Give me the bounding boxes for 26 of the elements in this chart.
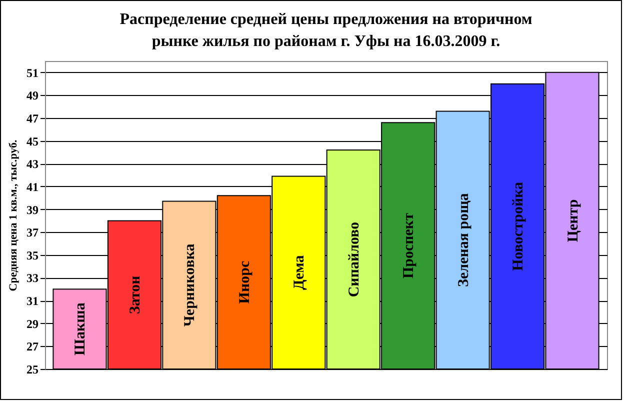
y-tick-label: 49 xyxy=(26,88,38,103)
chart-title: Распределение средней цены предложения на вторичном рынке жилья по районам г. Уфы на 16.03.2009 г. xyxy=(120,11,532,50)
y-tick-label: 35 xyxy=(26,248,38,262)
y-tick-label: 33 xyxy=(26,271,38,286)
x-tick-label: Зеленая роща xyxy=(456,192,472,287)
x-tick-label: Инорс xyxy=(236,260,253,304)
y-tick-label: 47 xyxy=(26,112,38,126)
y-tick-label: 25 xyxy=(26,362,38,376)
x-tick-label: Затон xyxy=(127,275,144,314)
y-tick-label: 37 xyxy=(26,226,38,240)
x-tick-label: Дема xyxy=(292,254,308,290)
y-tick-label: 41 xyxy=(26,180,38,194)
y-tick-label: 43 xyxy=(26,157,38,172)
x-tick-label: Шакша xyxy=(72,302,89,356)
x-tick-label: Сипайлово xyxy=(346,222,362,298)
x-tick-label: Центр xyxy=(565,199,582,242)
y-tick-label: 45 xyxy=(26,134,38,148)
x-tick-label: Проспект xyxy=(401,212,418,279)
y-tick-label: 39 xyxy=(26,202,38,217)
y-tick-label: 29 xyxy=(26,316,38,331)
y-axis-title: Средняя цена 1 кв.м., тыс.руб. xyxy=(8,140,20,292)
y-tick-label: 51 xyxy=(26,66,38,80)
y-tick-label: 27 xyxy=(26,340,38,354)
x-tick-label: Черниковка xyxy=(182,243,198,327)
y-tick-label: 31 xyxy=(26,294,38,308)
x-tick-label: Новостройка xyxy=(510,181,527,271)
